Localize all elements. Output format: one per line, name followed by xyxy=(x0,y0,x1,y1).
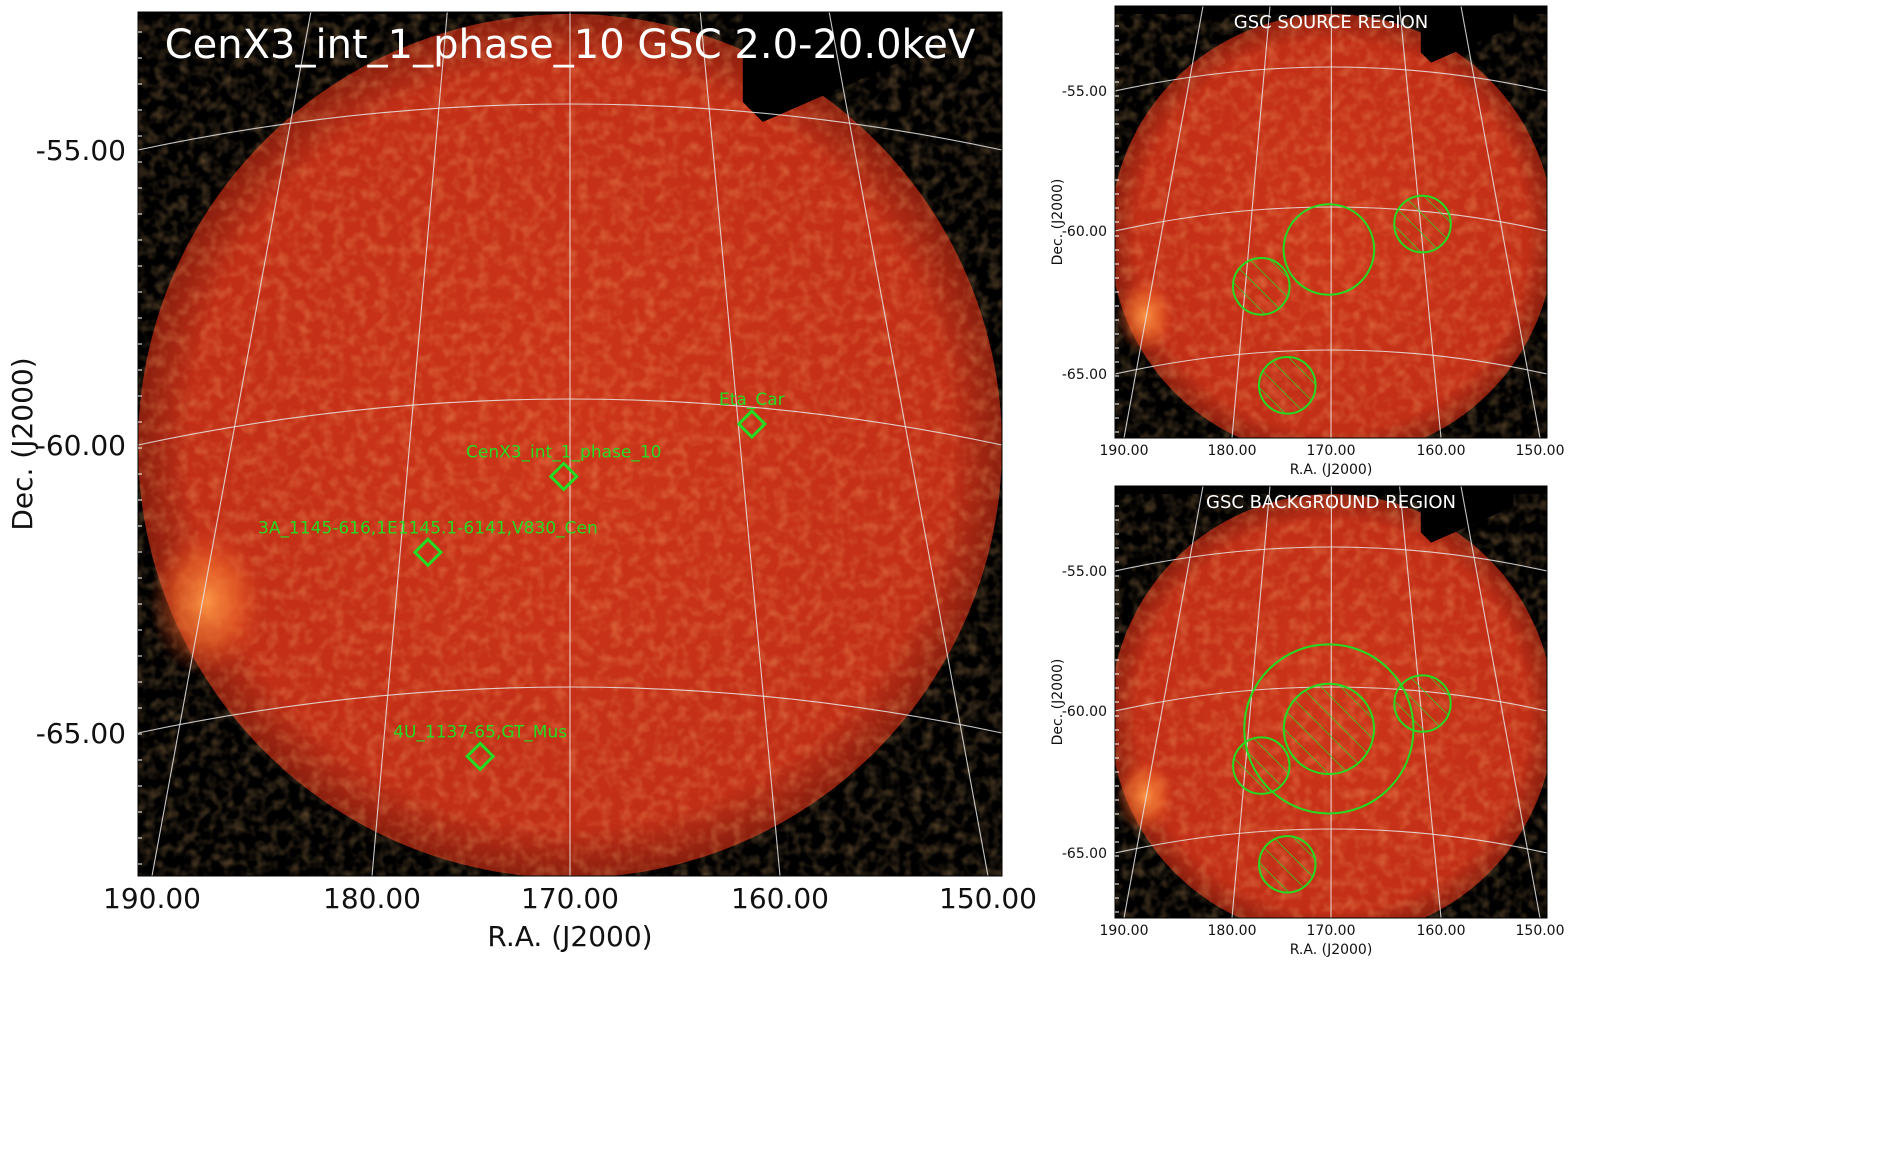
x-tick-label: 180.00 xyxy=(1208,443,1257,459)
x-tick-label: 190.00 xyxy=(103,882,201,915)
chart-title: GSC SOURCE REGION xyxy=(1234,12,1428,33)
y-tick-label: -60.00 xyxy=(1062,704,1107,720)
y-tick-label: -55.00 xyxy=(36,134,126,167)
y-tick-label: -65.00 xyxy=(1062,846,1107,862)
stray-light-patch xyxy=(1115,756,1176,835)
excluded-region xyxy=(1282,682,1376,776)
ra-grid-line xyxy=(828,12,989,876)
chart-panel-1: 190.00 180.00 170.00 160.00 150.00 -55.00 -60.… xyxy=(6,11,1037,953)
ra-grid-line xyxy=(1231,486,1271,918)
missing-data-notch xyxy=(742,12,923,122)
chart-panel-3: 190.00 180.00 170.00 160.00 150.00 -55.00 -60.… xyxy=(1050,485,1565,958)
x-tick-label: 150.00 xyxy=(1516,923,1565,939)
x-tick-label: 190.00 xyxy=(1100,443,1149,459)
y-tick-label: -65.00 xyxy=(1062,367,1107,383)
chart-panel-2: 190.00 180.00 170.00 160.00 150.00 -55.00 -60.… xyxy=(1050,5,1565,478)
x-tick-label: 160.00 xyxy=(1417,923,1466,939)
ra-grid-line xyxy=(1123,486,1204,918)
plot-area xyxy=(1115,6,1547,438)
x-tick-label: 170.00 xyxy=(1307,923,1356,939)
plot-frame xyxy=(137,11,1003,877)
y-tick-label: -55.00 xyxy=(1062,564,1107,580)
ra-grid-line xyxy=(1460,6,1541,438)
excluded-region xyxy=(1258,835,1317,894)
excluded-region xyxy=(1257,356,1317,415)
x-tick-label: 150.00 xyxy=(1516,443,1565,459)
missing-data-notch xyxy=(1420,486,1514,543)
plot-area xyxy=(138,12,1002,876)
source-region xyxy=(1282,203,1376,296)
disk-noise-texture xyxy=(1115,14,1547,438)
y-axis-label: Dec. (J2000) xyxy=(1050,659,1066,746)
source-marker xyxy=(412,537,444,568)
x-tick-label: 160.00 xyxy=(1417,443,1466,459)
x-tick-label: 170.00 xyxy=(521,882,619,915)
excluded-region xyxy=(1231,256,1291,316)
chart-title: CenX3_int_1_phase_10 GSC 2.0-20.0keV xyxy=(165,22,976,68)
y-axis-label: Dec. (J2000) xyxy=(1050,179,1066,266)
stray-light-patch xyxy=(149,526,266,677)
y-tick-label: -65.00 xyxy=(36,717,126,750)
source-label: Eta_Car xyxy=(719,390,785,410)
y-tick-label: -60.00 xyxy=(36,429,126,462)
x-tick-label: 170.00 xyxy=(1307,443,1356,459)
x-tick-label: 180.00 xyxy=(1208,923,1257,939)
source-label: CenX3_int_1_phase_10 xyxy=(466,442,661,462)
y-axis-label: Dec. (J2000) xyxy=(6,357,39,530)
source-label: 4U_1137-65,GT_Mus xyxy=(393,722,567,742)
x-tick-label: 160.00 xyxy=(731,882,829,915)
x-axis-label: R.A. (J2000) xyxy=(487,920,652,953)
missing-data-notch xyxy=(1420,6,1514,63)
source-marker xyxy=(465,741,496,772)
source-marker xyxy=(548,461,579,492)
excluded-region xyxy=(1393,194,1452,254)
ra-grid-line xyxy=(371,12,448,876)
source-label: 3A_1145-616,1E1145.1-6141,V830_Cen xyxy=(258,518,598,538)
x-tick-label: 190.00 xyxy=(1100,923,1149,939)
ra-grid-line xyxy=(699,12,781,876)
stray-light-patch xyxy=(1115,276,1176,355)
y-tick-label: -55.00 xyxy=(1062,84,1107,100)
excluded-region xyxy=(1393,674,1452,733)
x-tick-label: 150.00 xyxy=(939,882,1037,915)
ra-grid-line xyxy=(1123,6,1204,438)
x-axis-label: R.A. (J2000) xyxy=(1290,942,1373,958)
ra-grid-line xyxy=(151,12,312,876)
source-marker xyxy=(736,408,767,440)
chart-title: GSC BACKGROUND REGION xyxy=(1206,492,1456,513)
x-axis-label: R.A. (J2000) xyxy=(1290,462,1373,478)
x-tick-label: 180.00 xyxy=(323,882,421,915)
ra-grid-line xyxy=(1231,6,1271,438)
ra-grid-line xyxy=(1460,486,1541,918)
excluded-region xyxy=(1232,736,1291,795)
y-tick-label: -60.00 xyxy=(1062,224,1107,240)
